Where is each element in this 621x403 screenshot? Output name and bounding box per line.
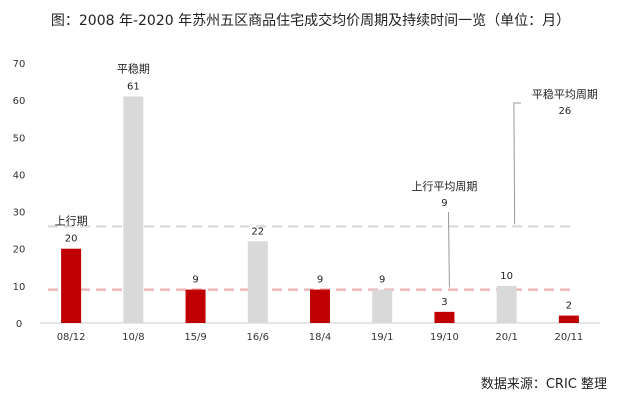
bar: [247, 241, 268, 323]
data-label: 3: [441, 297, 447, 308]
x-tick-label: 20/1: [495, 332, 517, 343]
x-tick-label: 18/4: [309, 332, 331, 343]
bar: [434, 311, 455, 323]
y-tick-label: 40: [13, 170, 26, 181]
data-label: 10: [500, 271, 513, 282]
y-tick-label: 70: [13, 59, 26, 70]
y-tick-label: 20: [13, 245, 26, 256]
y-tick-label: 30: [13, 208, 26, 219]
data-label: 2: [566, 301, 572, 312]
data-label: 9: [317, 275, 323, 286]
x-tick-label: 20/11: [554, 332, 583, 343]
data-label: 22: [251, 226, 264, 237]
data-label: 9: [192, 275, 198, 286]
bar: [496, 285, 517, 323]
annotation-avg-up-value: 9: [441, 198, 447, 209]
x-tick-label: 16/6: [247, 332, 269, 343]
bar: [61, 248, 82, 323]
annotation-avg-flat-value: 26: [559, 106, 572, 117]
x-tick-label: 08/12: [57, 332, 86, 343]
x-tick-label: 10/8: [122, 332, 144, 343]
bar: [372, 289, 393, 323]
data-labels: 20 61 9 22 9 9 3 10 2: [65, 81, 572, 311]
chart-title: 图：2008 年-2020 年苏州五区商品住宅成交均价周期及持续时间一览（单位：…: [50, 13, 571, 29]
annotation-first-flat: 平稳期: [117, 61, 150, 75]
data-label: 20: [65, 234, 78, 245]
data-label: 9: [379, 275, 385, 286]
x-tick-label: 19/1: [371, 332, 393, 343]
x-tick-label: 15/9: [184, 332, 206, 343]
bar: [185, 289, 206, 323]
source-note: 数据来源：CRIC 整理: [480, 377, 607, 392]
data-label: 61: [127, 81, 140, 92]
callout-line: [447, 211, 450, 288]
bar: [558, 315, 579, 323]
y-tick-label: 10: [13, 282, 26, 293]
callout-line: [513, 102, 521, 225]
x-tick-label: 19/10: [430, 332, 459, 343]
bar: [310, 289, 330, 323]
y-tick-label: 0: [16, 319, 22, 330]
annotation-first-up: 上行期: [55, 215, 88, 228]
y-tick-label: 50: [13, 133, 26, 144]
annotation-avg-up-label: 上行平均周期: [411, 180, 477, 193]
y-tick-label: 60: [13, 96, 26, 107]
annotation-avg-flat-label: 平稳平均周期: [532, 87, 598, 101]
bar: [123, 96, 144, 323]
bars: [61, 96, 579, 323]
